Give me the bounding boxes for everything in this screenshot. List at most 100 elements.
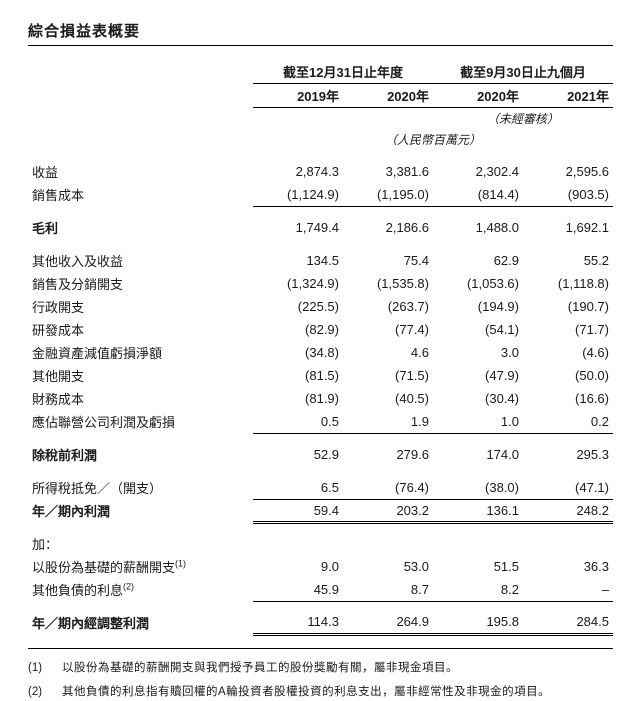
cell: (47.9) — [433, 364, 523, 387]
label-finance: 財務成本 — [28, 387, 253, 410]
footnote-1: (1) 以股份為基礎的薪酬開支與我們授予員工的股份獎勵有關，屬非現金項目。 — [28, 659, 613, 677]
row-associates: 應佔聯營公司利潤及虧損 0.5 1.9 1.0 0.2 — [28, 410, 613, 433]
cell: 295.3 — [523, 443, 613, 466]
cell: 1,692.1 — [523, 216, 613, 239]
cell: (77.4) — [343, 318, 433, 341]
cell: 8.7 — [343, 578, 433, 601]
cell: (71.5) — [343, 364, 433, 387]
cell: (263.7) — [343, 295, 433, 318]
label-selling: 銷售及分銷開支 — [28, 272, 253, 295]
cell: (1,535.8) — [343, 272, 433, 295]
col-2020a: 2020年 — [343, 84, 433, 108]
cell: 279.6 — [343, 443, 433, 466]
cell: 52.9 — [253, 443, 343, 466]
row-selling: 銷售及分銷開支 (1,324.9) (1,535.8) (1,053.6) (1… — [28, 272, 613, 295]
label-tax: 所得稅抵免／（開支） — [28, 476, 253, 499]
cell: 0.5 — [253, 410, 343, 433]
cell: 248.2 — [523, 499, 613, 522]
cell: 62.9 — [433, 249, 523, 272]
cell: (4.6) — [523, 341, 613, 364]
cell: 45.9 — [253, 578, 343, 601]
cell: 195.8 — [433, 611, 523, 634]
title-rule — [28, 45, 613, 46]
row-gross-profit: 毛利 1,749.4 2,186.6 1,488.0 1,692.1 — [28, 216, 613, 239]
cell: 134.5 — [253, 249, 343, 272]
period-header-ninemonths: 截至9月30日止九個月 — [433, 60, 613, 84]
cell: 2,874.3 — [253, 160, 343, 183]
label-adj-profit: 年／期內經調整利潤 — [28, 611, 253, 634]
footnotes: (1) 以股份為基礎的薪酬開支與我們授予員工的股份獎勵有關，屬非現金項目。 (2… — [28, 659, 613, 701]
cell: 114.3 — [253, 611, 343, 634]
col-2020b: 2020年 — [433, 84, 523, 108]
cell: (814.4) — [433, 183, 523, 206]
label-revenue: 收益 — [28, 160, 253, 183]
row-other-income: 其他收入及收益 134.5 75.4 62.9 55.2 — [28, 249, 613, 272]
row-profit: 年／期內利潤 59.4 203.2 136.1 248.2 — [28, 499, 613, 522]
currency-unit: （人民幣百萬元） — [253, 129, 613, 150]
unaudited-note: （未經審核） — [433, 108, 613, 130]
period-header-annual: 截至12月31日止年度 — [253, 60, 433, 84]
row-revenue: 收益 2,874.3 3,381.6 2,302.4 2,595.6 — [28, 160, 613, 183]
section-title: 綜合損益表概要 — [28, 20, 613, 41]
cell: (40.5) — [343, 387, 433, 410]
cell: (34.8) — [253, 341, 343, 364]
row-impairment: 金融資產減值虧損淨額 (34.8) 4.6 3.0 (4.6) — [28, 341, 613, 364]
cell: 75.4 — [343, 249, 433, 272]
cell: (47.1) — [523, 476, 613, 499]
cell: (54.1) — [433, 318, 523, 341]
label-pbt: 除稅前利潤 — [28, 443, 253, 466]
label-add: 加： — [28, 532, 253, 555]
footnote-rule — [28, 648, 613, 649]
cell: 0.2 — [523, 410, 613, 433]
cell: 174.0 — [433, 443, 523, 466]
cell: (1,053.6) — [433, 272, 523, 295]
label-other-exp: 其他開支 — [28, 364, 253, 387]
cell: 3,381.6 — [343, 160, 433, 183]
cell: 203.2 — [343, 499, 433, 522]
cell: (16.6) — [523, 387, 613, 410]
cell: (1,118.8) — [523, 272, 613, 295]
cell: (76.4) — [343, 476, 433, 499]
label-cogs: 銷售成本 — [28, 183, 253, 206]
label-other-income: 其他收入及收益 — [28, 249, 253, 272]
footnote-2-text: 其他負債的利息指有贖回權的A輪投資者股權投資的利息支出，屬非經常性及非現金的項目… — [62, 683, 613, 701]
cell: 53.0 — [343, 555, 433, 578]
cell: (50.0) — [523, 364, 613, 387]
cell: 8.2 — [433, 578, 523, 601]
cell: (82.9) — [253, 318, 343, 341]
row-rd: 研發成本 (82.9) (77.4) (54.1) (71.7) — [28, 318, 613, 341]
label-impair: 金融資產減值虧損淨額 — [28, 341, 253, 364]
cell: 2,302.4 — [433, 160, 523, 183]
cell: (81.5) — [253, 364, 343, 387]
row-adj-profit: 年／期內經調整利潤 114.3 264.9 195.8 284.5 — [28, 611, 613, 634]
cell: (190.7) — [523, 295, 613, 318]
row-cogs: 銷售成本 (1,124.9) (1,195.0) (814.4) (903.5) — [28, 183, 613, 206]
cell: 4.6 — [343, 341, 433, 364]
cell: – — [523, 578, 613, 601]
label-int-liab: 其他負債的利息(2) — [28, 578, 253, 601]
cell: 55.2 — [523, 249, 613, 272]
row-admin: 行政開支 (225.5) (263.7) (194.9) (190.7) — [28, 295, 613, 318]
row-pbt: 除稅前利潤 52.9 279.6 174.0 295.3 — [28, 443, 613, 466]
footnote-2-num: (2) — [28, 683, 62, 701]
row-tax: 所得稅抵免／（開支） 6.5 (76.4) (38.0) (47.1) — [28, 476, 613, 499]
cell: 9.0 — [253, 555, 343, 578]
label-sbc: 以股份為基礎的薪酬開支(1) — [28, 555, 253, 578]
footnote-1-text: 以股份為基礎的薪酬開支與我們授予員工的股份獎勵有關，屬非現金項目。 — [62, 659, 613, 677]
cell: 59.4 — [253, 499, 343, 522]
cell: (194.9) — [433, 295, 523, 318]
row-other-exp: 其他開支 (81.5) (71.5) (47.9) (50.0) — [28, 364, 613, 387]
income-statement-table: 截至12月31日止年度 截至9月30日止九個月 2019年 2020年 2020… — [28, 60, 613, 636]
cell: (903.5) — [523, 183, 613, 206]
cell: (81.9) — [253, 387, 343, 410]
cell: 1.9 — [343, 410, 433, 433]
col-2019: 2019年 — [253, 84, 343, 108]
cell: 264.9 — [343, 611, 433, 634]
cell: 284.5 — [523, 611, 613, 634]
cell: 51.5 — [433, 555, 523, 578]
row-finance: 財務成本 (81.9) (40.5) (30.4) (16.6) — [28, 387, 613, 410]
cell: (225.5) — [253, 295, 343, 318]
cell: (1,124.9) — [253, 183, 343, 206]
footnote-1-num: (1) — [28, 659, 62, 677]
cell: (38.0) — [433, 476, 523, 499]
